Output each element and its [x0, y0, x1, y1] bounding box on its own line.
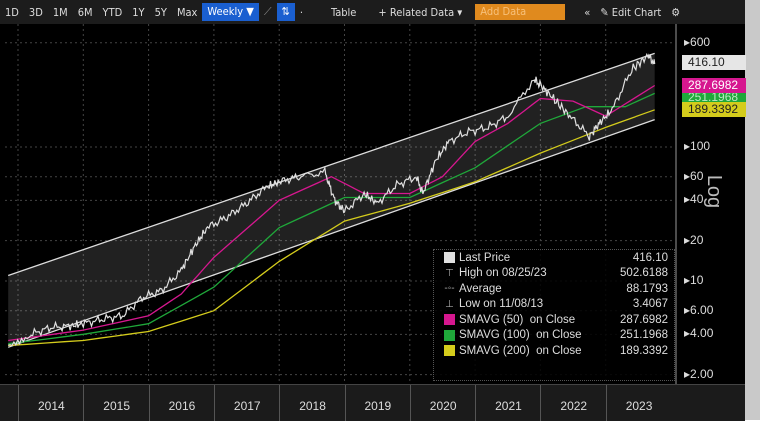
range-3d[interactable]: 3D: [28, 5, 43, 19]
year-separator: [18, 385, 19, 421]
y-tick-label: ▸10: [684, 273, 704, 287]
year-separator: [475, 385, 477, 421]
legend[interactable]: Last Price 416.10 ⊤ High on 08/25/23 502.618…: [433, 249, 675, 381]
frequency-dropdown[interactable]: Weekly ▼: [202, 3, 259, 21]
year-separator: [279, 385, 281, 421]
legend-value: 189.3392: [620, 344, 668, 357]
legend-label: Low on 11/08/13: [459, 298, 544, 311]
y-tick-label: ▸4.00: [684, 326, 714, 341]
high-marker-icon: ⊤: [445, 267, 454, 279]
side-panel: [745, 0, 760, 420]
toolbar: 1D 3D 1M 6M YTD 1Y 5Y Max Weekly ▼ ⟋ ⇅ ·…: [0, 0, 745, 24]
range-6m[interactable]: 6M: [77, 5, 93, 19]
sma100-tag: 251.1968: [682, 90, 746, 105]
more-dropdown-icon[interactable]: ·: [299, 5, 303, 19]
year-separator: [344, 385, 346, 421]
legend-value: 3.4067: [632, 298, 668, 311]
year-separator: [540, 385, 542, 421]
legend-swatch-icon: [444, 329, 455, 341]
y-axis-label: Log: [703, 174, 726, 209]
bar-chart-icon[interactable]: ⇅: [276, 3, 295, 21]
x-tick-label: 2015: [103, 399, 130, 413]
trend-channel: [8, 53, 655, 348]
sma100-line: [8, 92, 655, 345]
legend-value: 502.6188: [620, 267, 668, 280]
range-max[interactable]: Max: [176, 5, 198, 19]
add-data-input[interactable]: Add Data: [475, 4, 566, 20]
legend-swatch-icon: [444, 314, 455, 326]
x-tick-label: 2021: [495, 399, 522, 413]
legend-item[interactable]: ⊥ Low on 11/08/13 3.4067: [434, 297, 674, 313]
table-button[interactable]: Table: [330, 5, 357, 19]
line-chart-icon[interactable]: ⟋: [263, 5, 272, 18]
year-separator: [213, 385, 215, 421]
x-tick-label: 2020: [429, 399, 457, 413]
legend-label: SMAVG (50) on Close: [459, 313, 576, 326]
range-1y[interactable]: 1Y: [132, 5, 145, 19]
x-tick-label: 2018: [299, 399, 326, 413]
y-tick-label: ▸20: [684, 232, 704, 247]
x-tick-label: 2023: [625, 399, 653, 413]
legend-value: 251.1968: [620, 329, 668, 342]
x-axis: 2014 2015 2016 2017 2018 2019 2020 2021 2022 2023: [0, 384, 745, 421]
y-tick-label: ▸600: [684, 34, 711, 49]
edit-chart-button[interactable]: ✎ Edit Chart: [600, 5, 662, 19]
year-separator: [409, 385, 411, 421]
range-1m[interactable]: 1M: [52, 5, 68, 19]
low-marker-icon: ⊥: [445, 298, 454, 310]
legend-item[interactable]: Last Price 416.10: [434, 250, 674, 266]
x-tick-label: 2017: [233, 399, 261, 413]
legend-label: SMAVG (200) on Close: [459, 344, 582, 357]
legend-swatch-icon: [444, 252, 455, 264]
price-line: [8, 52, 656, 347]
sma200-tag: 189.3392: [682, 102, 746, 117]
legend-label: Last Price: [459, 251, 511, 264]
legend-item[interactable]: SMAVG (50) on Close 287.6982: [434, 312, 674, 328]
legend-value: 287.6982: [620, 313, 668, 326]
x-tick-label: 2016: [168, 399, 196, 413]
related-data-button[interactable]: + Related Data ▾: [378, 5, 463, 19]
legend-item[interactable]: ⊤ High on 08/25/23 502.6188: [434, 266, 674, 282]
year-separator: [83, 385, 85, 421]
price-chart[interactable]: [0, 24, 745, 384]
y-tick-label: ▸100: [684, 139, 711, 153]
y-tick-label: ▸60: [684, 168, 704, 183]
legend-value: 88.1793: [626, 282, 668, 295]
legend-label: High on 08/25/23: [459, 267, 547, 280]
legend-label: Average: [459, 282, 502, 295]
x-tick-label: 2019: [364, 399, 392, 413]
x-tick-label: 2014: [38, 399, 65, 413]
legend-item[interactable]: SMAVG (200) on Close 189.3392: [434, 343, 674, 359]
legend-item[interactable]: -◦- Average 88.1793: [434, 281, 674, 297]
legend-swatch-icon: [444, 345, 455, 357]
sma200-line: [8, 109, 655, 347]
range-5y[interactable]: 5Y: [154, 5, 167, 19]
collapse-icon[interactable]: «: [584, 5, 591, 19]
y-tick-label: ▸2.00: [684, 366, 714, 381]
y-tick-label: ▸40: [684, 192, 704, 207]
range-1d[interactable]: 1D: [5, 5, 19, 19]
average-marker-icon: -◦-: [444, 283, 455, 295]
legend-label: SMAVG (100) on Close: [459, 329, 582, 342]
sma50-tag: 287.6982: [682, 78, 746, 93]
settings-icon[interactable]: ⚙: [671, 5, 681, 19]
last-price-tag: 416.10: [682, 55, 746, 70]
range-ytd[interactable]: YTD: [102, 5, 123, 19]
y-tick-label: ▸6.00: [684, 302, 714, 317]
channel-lower-line: [7, 119, 655, 348]
x-tick-label: 2022: [560, 399, 588, 413]
year-separator: [148, 385, 150, 421]
legend-value: 416.10: [632, 251, 668, 264]
legend-item[interactable]: SMAVG (100) on Close 251.1968: [434, 328, 674, 344]
year-separator: [605, 385, 607, 421]
channel-upper-line: [7, 52, 655, 277]
